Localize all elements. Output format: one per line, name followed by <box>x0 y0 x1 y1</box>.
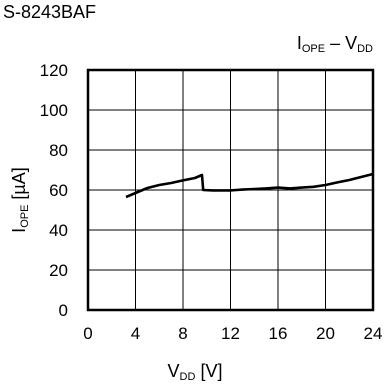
title-sub2: DD <box>357 43 373 55</box>
y-tick-label: 60 <box>49 181 68 200</box>
x-tick-label: 20 <box>316 324 335 343</box>
y-tick-label: 120 <box>40 61 68 80</box>
x-tick-label: 12 <box>221 324 240 343</box>
series-line <box>125 172 374 199</box>
y-tick-labels: 0 20 40 60 80 100 120 <box>40 61 68 320</box>
chart-title: IOPE – VDD <box>297 33 373 55</box>
y-tick-label: 20 <box>49 261 68 280</box>
x-tick-label: 16 <box>269 324 288 343</box>
y-tick-label: 100 <box>40 101 68 120</box>
y-tick-label: 80 <box>49 141 68 160</box>
xlabel-sub: DD <box>179 371 196 383</box>
x-tick-label: 8 <box>178 324 187 343</box>
x-tick-label: 24 <box>364 324 383 343</box>
title-dash: – V <box>325 33 358 53</box>
title-sub: OPE <box>301 43 326 55</box>
x-axis-label: VDD [V] <box>168 361 223 383</box>
y-axis-label: IOPE [µA] <box>9 167 31 233</box>
title-main: I <box>296 33 302 53</box>
ylabel-sub: OPE <box>19 204 31 228</box>
x-tick-label: 4 <box>131 324 140 343</box>
device-name: S-8243BAF <box>3 2 97 22</box>
ylabel-main: I <box>9 227 29 233</box>
x-tick-labels: 0 4 8 12 16 20 24 <box>83 324 382 343</box>
x-tick-label: 0 <box>83 324 92 343</box>
plot-frame <box>86 68 375 312</box>
xlabel-main: V <box>167 361 180 381</box>
grid <box>88 70 373 310</box>
y-tick-label: 40 <box>49 221 68 240</box>
y-tick-label: 0 <box>59 301 68 320</box>
xlabel-unit: [V] <box>195 361 223 381</box>
ylabel-unit: [µA] <box>9 167 29 205</box>
